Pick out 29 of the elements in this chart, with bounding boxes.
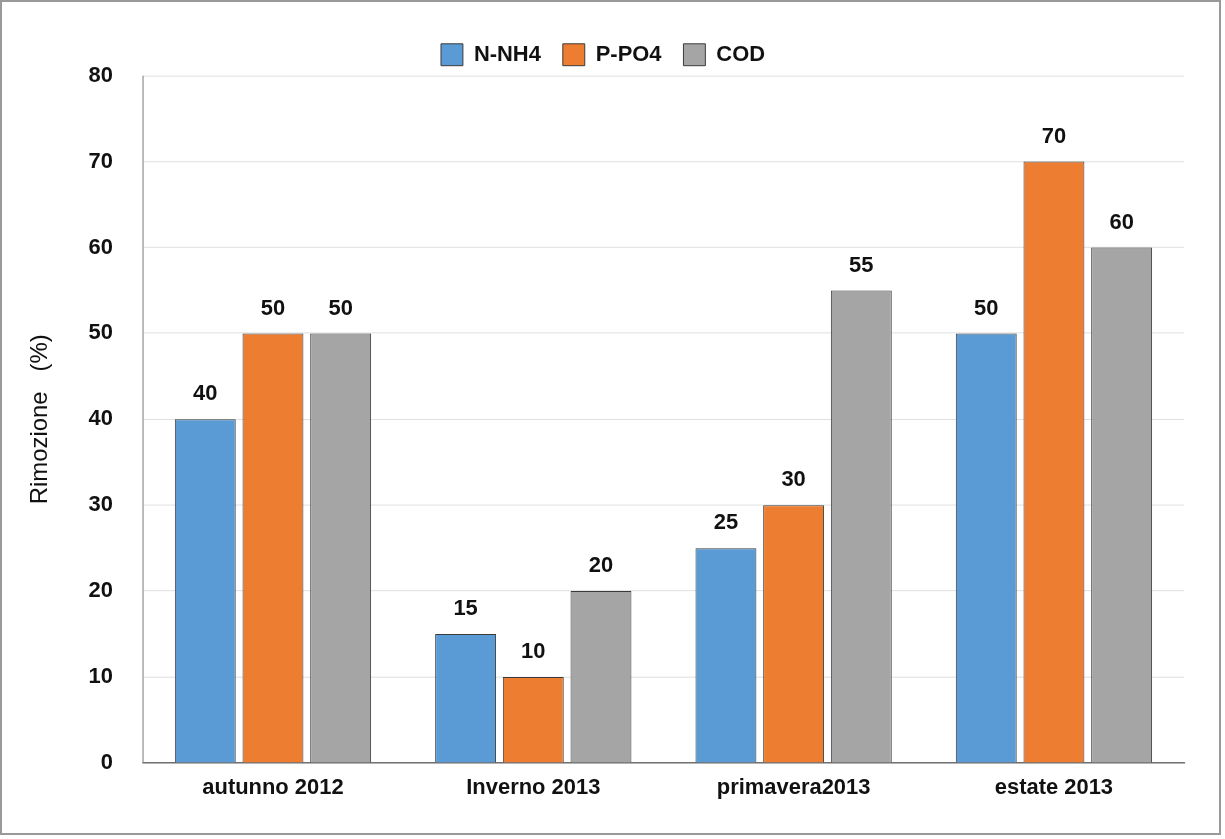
y-tick-label: 30: [88, 491, 113, 517]
x-tick-label: primavera2013: [716, 774, 871, 800]
legend-label: N-NH4: [473, 40, 542, 66]
y-tick-label: 20: [88, 577, 113, 603]
data-label: 10: [521, 638, 546, 664]
y-tick-label: 80: [88, 61, 113, 87]
data-label: 40: [193, 380, 218, 406]
data-label: 15: [453, 595, 478, 621]
data-label: 60: [1109, 208, 1134, 234]
y-tick-label: 10: [88, 663, 113, 689]
data-label: 55: [849, 251, 874, 277]
data-label: 50: [974, 294, 999, 320]
data-label: 50: [328, 294, 353, 320]
y-tick-label: 60: [88, 233, 113, 259]
y-tick-label: 70: [88, 147, 113, 173]
y-tick-label: 40: [88, 405, 113, 431]
y-tick-label: 0: [100, 748, 113, 774]
x-tick-label: estate 2013: [994, 774, 1114, 800]
x-tick-label: autunno 2012: [202, 774, 344, 800]
x-tick-label: Inverno 2013: [466, 774, 601, 800]
data-label: 25: [713, 509, 739, 535]
legend-label: P-PO4: [595, 40, 663, 66]
y-tick-label: 50: [88, 319, 113, 345]
data-label: 30: [781, 466, 806, 492]
y-axis-title: Rimozione (%): [24, 334, 52, 505]
legend-label: COD: [716, 40, 766, 66]
data-label: 50: [260, 294, 286, 320]
data-label: 20: [588, 552, 614, 578]
data-label: 70: [1041, 122, 1067, 148]
